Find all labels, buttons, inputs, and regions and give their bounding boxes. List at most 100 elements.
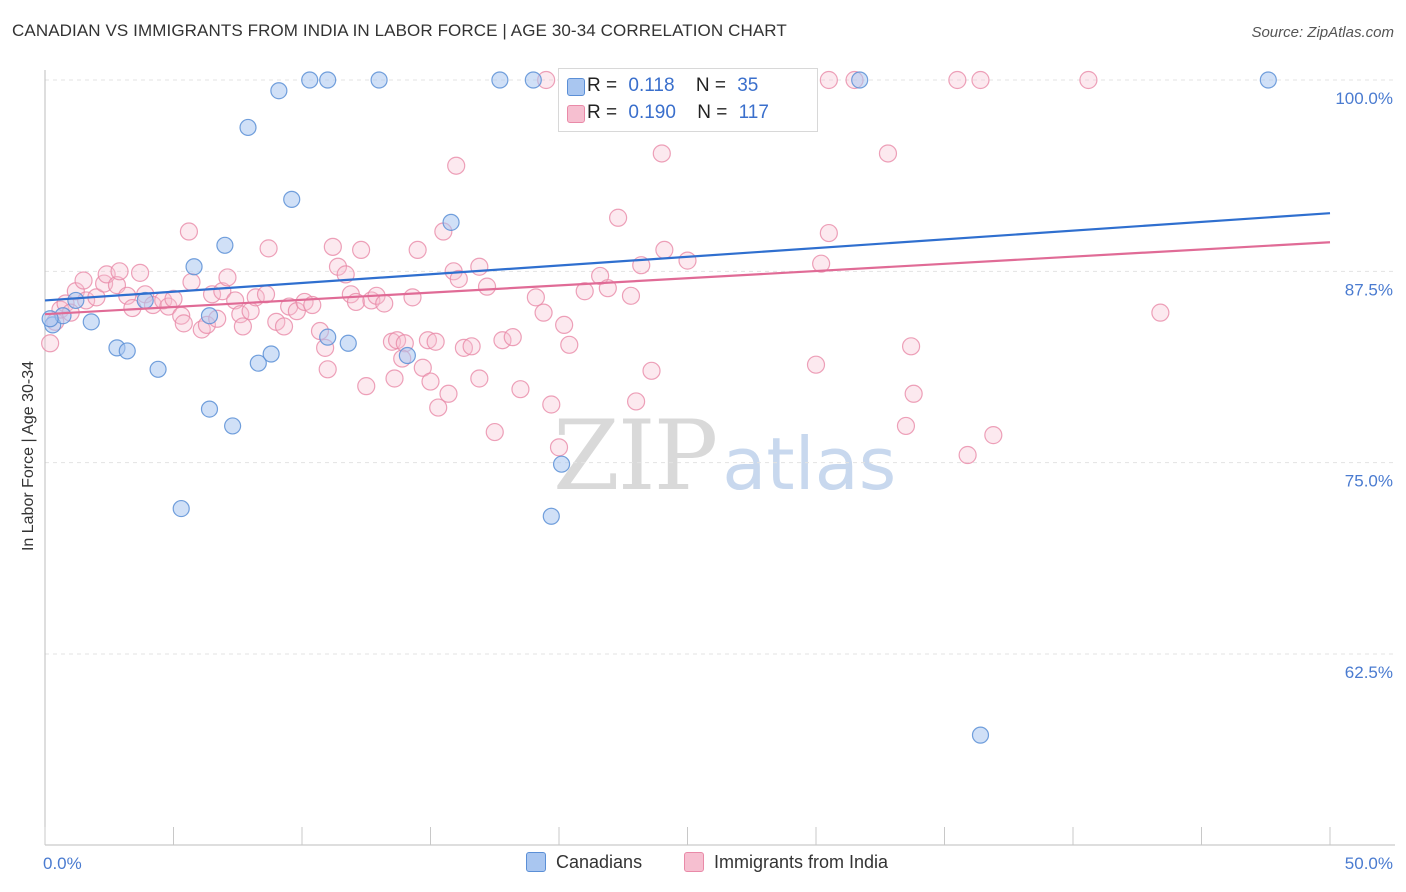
bottom-legend-canadians: Canadians: [526, 852, 642, 873]
india-point: [328, 257, 348, 276]
grid-lines: [45, 79, 1395, 655]
canadians-point: [200, 307, 219, 325]
canadians-point: [239, 118, 257, 137]
legend-swatch-india: [567, 105, 585, 123]
india-point: [179, 222, 199, 241]
india-point: [542, 395, 561, 414]
india-point: [259, 239, 278, 258]
india-point: [1151, 303, 1170, 322]
chart-title: CANADIAN VS IMMIGRANTS FROM INDIA IN LAB…: [12, 21, 787, 40]
india-point: [493, 331, 512, 350]
canadians-point: [552, 455, 571, 473]
canadians-point: [442, 213, 460, 231]
india-point: [655, 240, 674, 260]
legend-row-india: R = 0.190 N = 117: [567, 102, 769, 126]
india-point: [375, 294, 394, 313]
canadians-point: [216, 236, 234, 254]
canadians-point: [118, 342, 136, 360]
canadians-point: [67, 291, 85, 310]
india-point: [303, 295, 322, 315]
canadians-point: [172, 499, 190, 518]
canadians-point: [149, 360, 167, 378]
legend-r-label: R =: [587, 75, 618, 96]
india-point: [503, 328, 522, 347]
bottom-legend-label: Immigrants from India: [714, 852, 889, 872]
india-point: [385, 369, 404, 388]
canadians-point: [851, 71, 869, 89]
canadians-point: [398, 346, 416, 365]
india-point: [357, 377, 376, 396]
y-tick-label: 62.5%: [1345, 663, 1393, 682]
india-point: [626, 392, 646, 411]
india-point: [256, 285, 276, 304]
india-point: [1079, 70, 1098, 90]
india-point: [323, 237, 342, 256]
india-point: [549, 438, 569, 457]
canadians-point: [491, 71, 509, 89]
x-tick-label: 50.0%: [1345, 854, 1393, 873]
bottom-swatch-canadians: [526, 852, 546, 872]
india-point: [426, 332, 445, 351]
india-point: [413, 358, 432, 377]
canadians-trend-line: [44, 212, 1331, 302]
legend-row-canadians: R = 0.118 N = 35: [567, 75, 759, 99]
india-point: [534, 303, 553, 322]
x-tick-label: 0.0%: [43, 854, 82, 873]
india-point: [878, 144, 898, 163]
y-tick-label: 100.0%: [1335, 89, 1393, 108]
canadians-point: [224, 417, 242, 435]
y-tick-label: 75.0%: [1345, 472, 1393, 491]
bottom-legend-label: Canadians: [556, 852, 643, 872]
canadians-point: [185, 258, 203, 276]
canadians-point: [1259, 71, 1277, 89]
legend-r-value: 0.190: [628, 102, 676, 123]
india-point: [904, 384, 923, 403]
source-label: Source: ZipAtlas.com: [1251, 24, 1394, 41]
india-point: [812, 254, 831, 273]
india-point: [526, 288, 545, 307]
india-point: [948, 70, 967, 90]
legend-n-value: 117: [738, 102, 769, 123]
canadians-point: [82, 313, 100, 331]
india-point: [352, 240, 371, 260]
india-point: [449, 269, 468, 289]
canadians-point: [971, 726, 990, 744]
india-point: [462, 337, 481, 356]
india-point: [421, 372, 440, 391]
trend-lines: [44, 212, 1331, 316]
india-point: [642, 361, 661, 380]
india-point: [560, 335, 579, 354]
india-point: [318, 360, 337, 379]
canadians-point: [262, 345, 280, 363]
canadians-point: [200, 400, 219, 418]
india-trend-line: [44, 241, 1331, 316]
india-point: [806, 355, 826, 374]
india-point: [74, 271, 93, 290]
india-point: [901, 337, 921, 356]
india-point: [511, 380, 530, 399]
india-point: [819, 70, 838, 90]
india-point: [418, 331, 438, 350]
legend-swatch-canadians: [567, 78, 585, 96]
bottom-swatch-india: [684, 852, 704, 872]
india-point: [213, 282, 232, 301]
india-point: [130, 263, 150, 282]
india-point: [408, 240, 427, 260]
india-point: [609, 208, 628, 227]
india-point: [274, 317, 294, 336]
legend-r-value: 0.118: [628, 75, 675, 96]
canadians-point: [319, 328, 337, 346]
india-point: [971, 70, 990, 90]
india-point: [429, 398, 448, 417]
canadians-point: [319, 71, 337, 89]
bottom-legend-india: Immigrants from India: [684, 852, 888, 873]
india-point: [174, 314, 193, 333]
tick-labels: 62.5% 75.0% 87.5% 100.0% 0.0% 50.0%: [43, 89, 1393, 873]
india-point: [678, 251, 697, 270]
india-point: [182, 272, 201, 292]
legend-n-value: 35: [737, 75, 759, 96]
canadians-point: [270, 82, 288, 100]
india-point: [41, 334, 60, 353]
india-point: [477, 277, 497, 296]
canadians-point: [370, 71, 388, 89]
